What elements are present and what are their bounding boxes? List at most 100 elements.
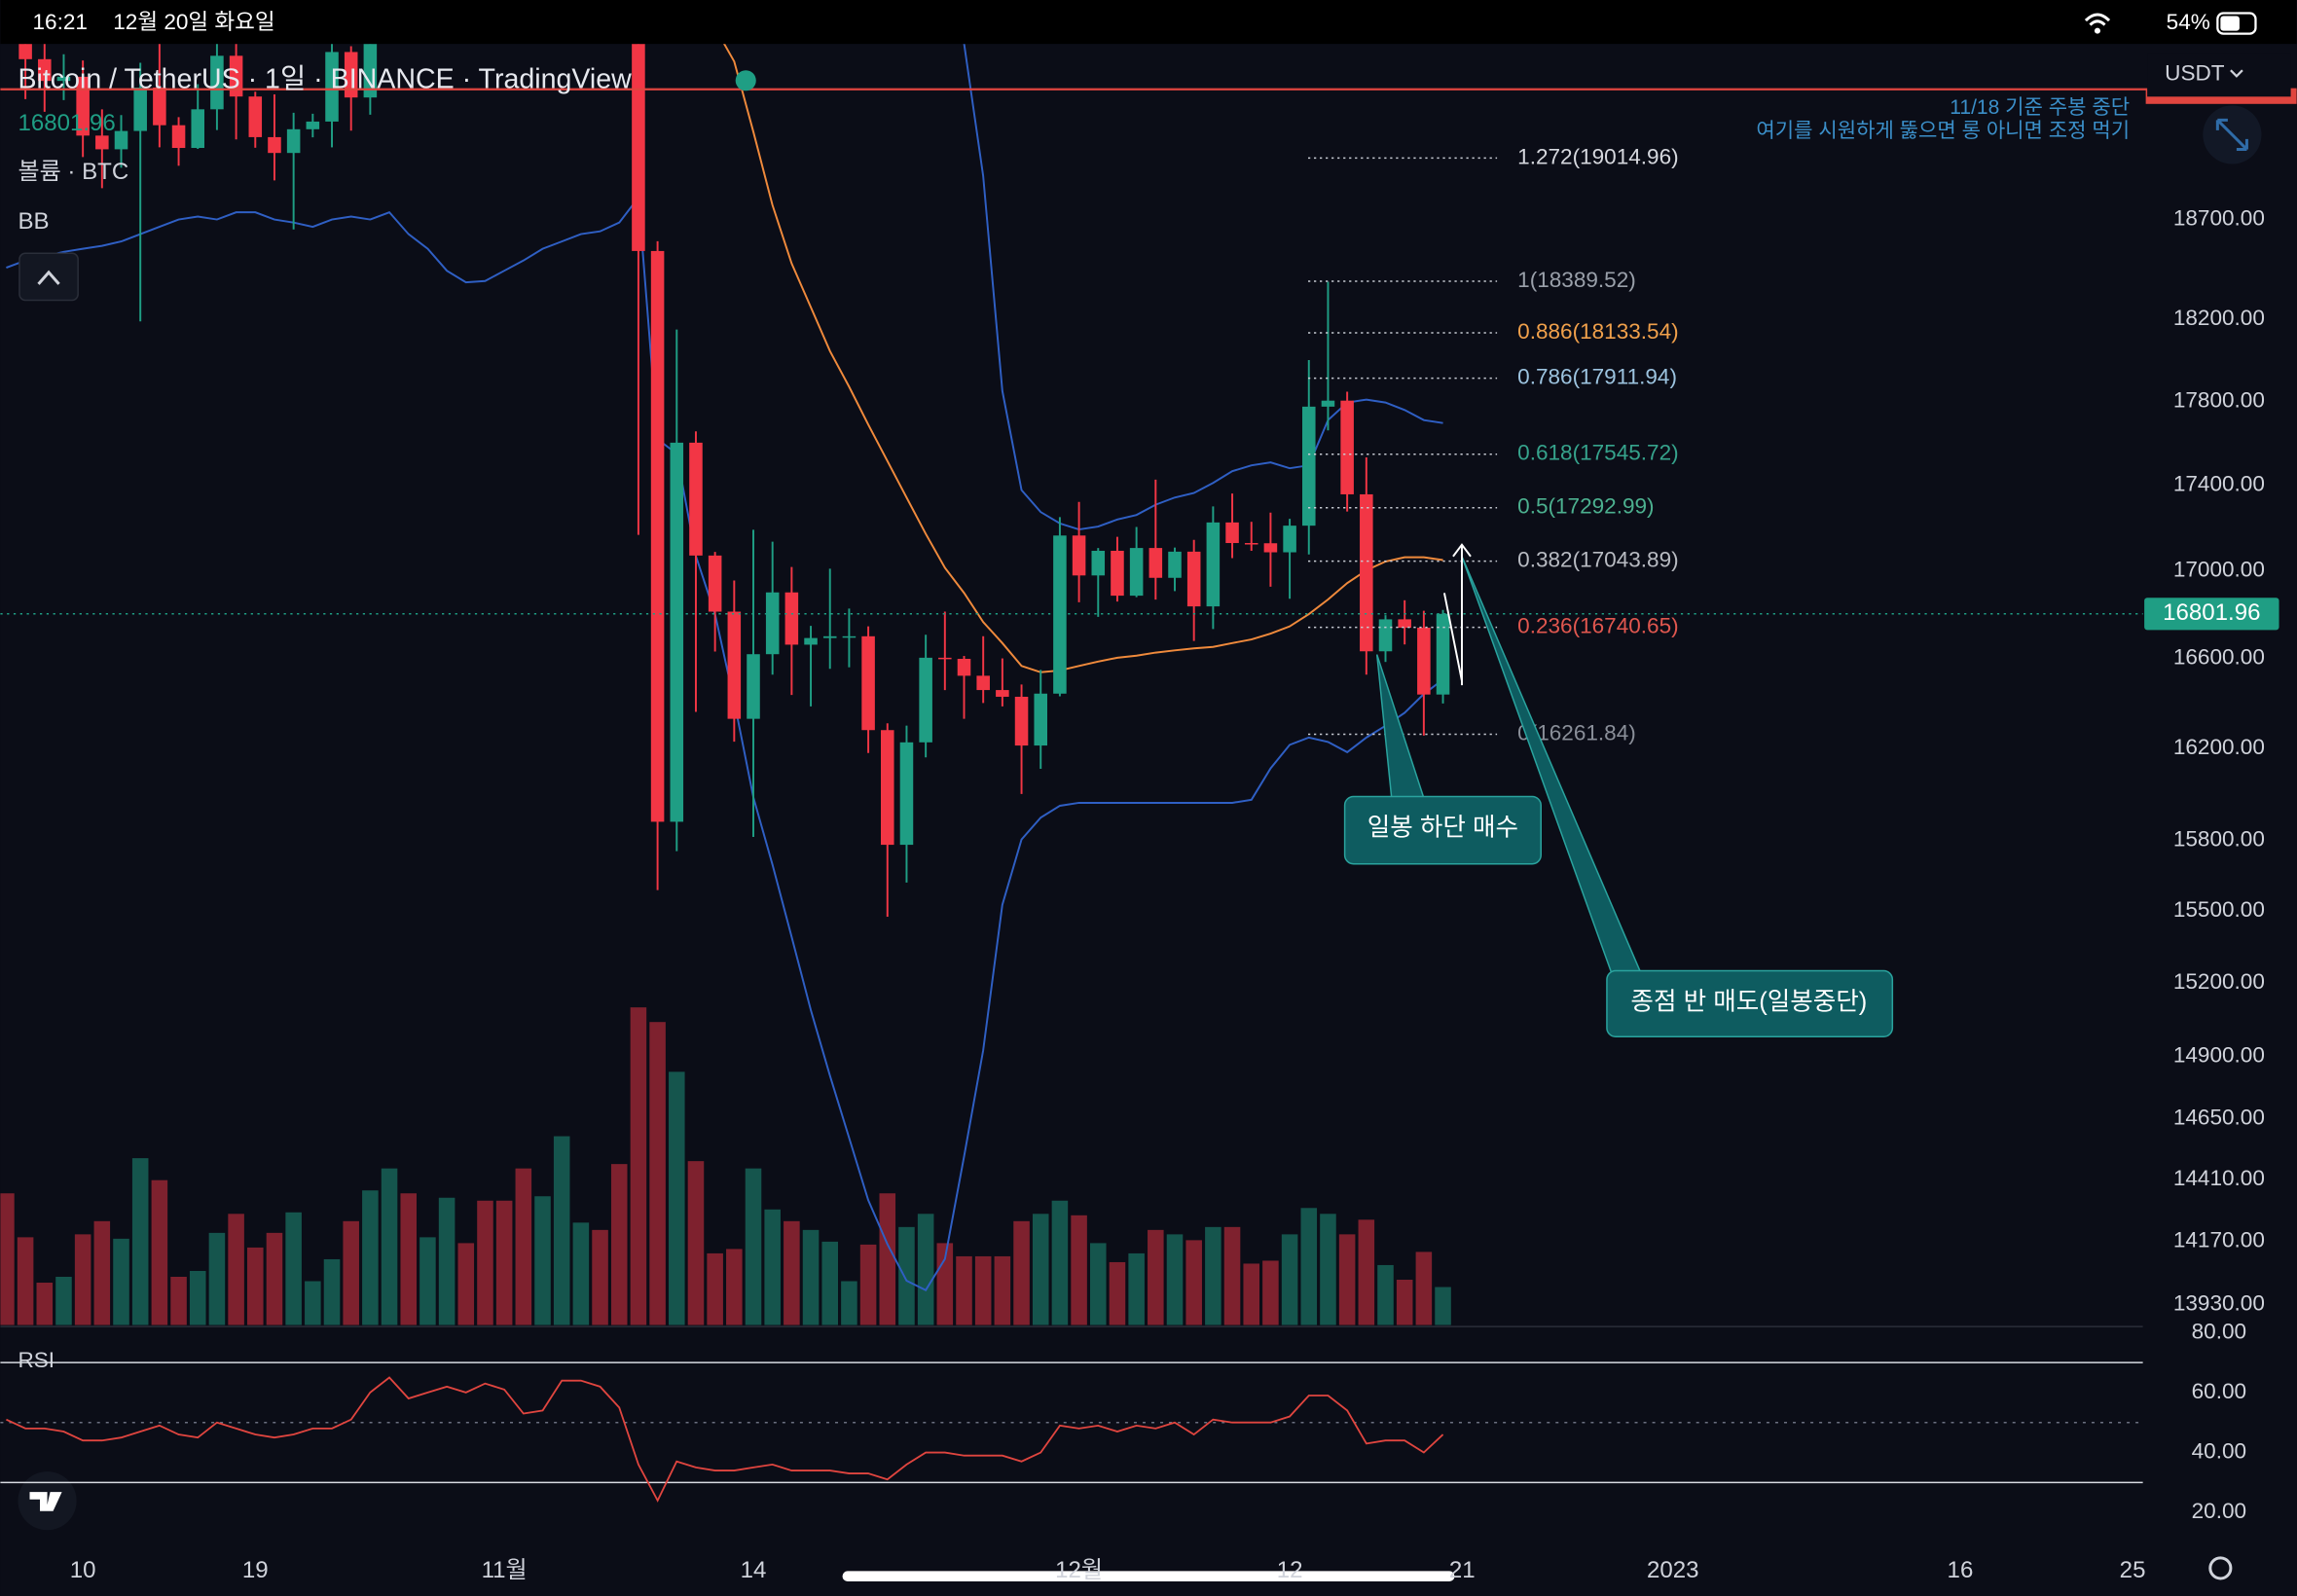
candle-body <box>1302 406 1316 526</box>
x-tick-label: 2023 <box>1647 1557 1699 1583</box>
candle-body <box>325 52 339 122</box>
candle-body <box>957 659 971 676</box>
candle-body <box>632 44 645 251</box>
volume-bar <box>1185 1240 1202 1325</box>
volume-bar <box>93 1220 111 1325</box>
volume-bar <box>495 1200 513 1325</box>
volume-bar <box>266 1232 283 1325</box>
candle-body <box>95 135 109 150</box>
volume-bar <box>285 1212 302 1325</box>
candle-body <box>1091 550 1106 576</box>
last-price-tag <box>2144 598 2279 631</box>
settings-icon[interactable] <box>2208 1556 2233 1580</box>
volume-bar <box>917 1214 934 1325</box>
candle-body <box>899 742 914 846</box>
volume-bar <box>649 1022 666 1325</box>
volume-bar <box>1051 1200 1069 1325</box>
volume-bar <box>879 1193 896 1325</box>
x-tick-label: 21 <box>1449 1557 1476 1583</box>
candle-body <box>268 136 281 154</box>
currency-box[interactable] <box>2147 53 2291 97</box>
candle-body <box>248 96 263 137</box>
volume-bar <box>784 1220 800 1325</box>
candle-body <box>1283 526 1296 553</box>
candle-body <box>153 87 166 126</box>
y-tick-label: 14410.00 <box>2173 1166 2265 1190</box>
event-marker <box>735 70 756 91</box>
candle-body <box>1014 696 1029 746</box>
x-tick-label: 25 <box>2120 1557 2146 1583</box>
volume-bar <box>1128 1252 1145 1325</box>
collapse-button[interactable] <box>18 252 79 302</box>
price-layer <box>6 44 1450 1291</box>
candle-body <box>670 442 684 822</box>
volume-bar <box>1205 1226 1221 1325</box>
candle-body <box>784 592 799 645</box>
rsi-tick-label: 80.00 <box>2192 1319 2246 1343</box>
volume-bar <box>1243 1263 1260 1325</box>
rsi-tick-label: 20.00 <box>2192 1499 2246 1523</box>
currency-chevron <box>2230 69 2243 78</box>
candle-body <box>191 109 205 149</box>
candle-body <box>919 657 932 743</box>
volume-bar <box>841 1281 857 1325</box>
fib-label: 0.786(17911.94) <box>1517 365 1677 389</box>
candle-body <box>1398 619 1411 628</box>
volume-bar <box>55 1277 72 1325</box>
candle-body <box>1340 400 1354 494</box>
volume-bar <box>1435 1287 1451 1325</box>
volume-bar <box>669 1071 685 1325</box>
callout-text: 종점 반 매도(일봉중단) <box>1630 988 1867 1015</box>
y-tick-label: 14900.00 <box>2173 1043 2265 1068</box>
last-price-label: 16801.96 <box>2163 599 2260 626</box>
fib-label: 0.382(17043.89) <box>1517 548 1678 572</box>
volume-bar <box>936 1243 954 1325</box>
y-tick-label: 15800.00 <box>2173 826 2265 851</box>
volume-bar <box>1415 1251 1433 1325</box>
volume-bar <box>534 1196 551 1325</box>
volume-bar <box>0 1193 15 1325</box>
volume-bar <box>17 1237 34 1325</box>
volume-bar <box>170 1277 187 1325</box>
candle-body <box>976 675 990 691</box>
volume-bar <box>400 1193 418 1325</box>
chart-title: Bitcoin / TetherUS · 1일 · BINANCE · Trad… <box>18 63 632 94</box>
rsi-legend: RSI <box>18 1348 55 1372</box>
volume-bar <box>1223 1226 1241 1325</box>
currency-label: USDT <box>2165 61 2225 86</box>
candle-body <box>1034 693 1048 746</box>
candle-body <box>804 637 818 645</box>
fib-label: 0.618(17545.72) <box>1517 441 1678 465</box>
candle-body <box>881 730 894 846</box>
candle-body <box>1225 522 1239 544</box>
x-tick-label: 12월 <box>1055 1557 1103 1583</box>
volume-bar <box>1320 1214 1336 1325</box>
y-tick-label: 15500.00 <box>2173 897 2265 922</box>
collapse-icon <box>37 270 60 285</box>
x-tick-label: 19 <box>242 1557 269 1583</box>
volume-bar <box>630 1007 647 1325</box>
callout-text: 일봉 하단 매수 <box>1367 814 1518 841</box>
candle-body <box>765 592 780 655</box>
battery-level <box>2220 16 2240 31</box>
candle-body <box>133 87 147 131</box>
indicator-line <box>6 195 1444 1291</box>
candle-body <box>363 44 378 98</box>
candle-body <box>344 52 358 98</box>
volume-bar <box>994 1255 1011 1325</box>
candle-body <box>1244 543 1258 545</box>
volume-bar <box>974 1255 992 1325</box>
volume-bar <box>1148 1229 1164 1325</box>
wifi-dot <box>2094 27 2100 34</box>
volume-bar <box>362 1190 379 1325</box>
candle-body <box>1417 627 1431 695</box>
fib-label: 1(18389.52) <box>1517 268 1636 292</box>
candle-body <box>56 76 71 82</box>
indicator-line <box>963 44 1443 531</box>
candle-body <box>1206 522 1221 607</box>
battery-icon <box>2216 12 2257 35</box>
status-date: 12월 20일 화요일 <box>113 10 274 34</box>
candle-body <box>114 130 128 150</box>
status-bar <box>0 0 2297 45</box>
